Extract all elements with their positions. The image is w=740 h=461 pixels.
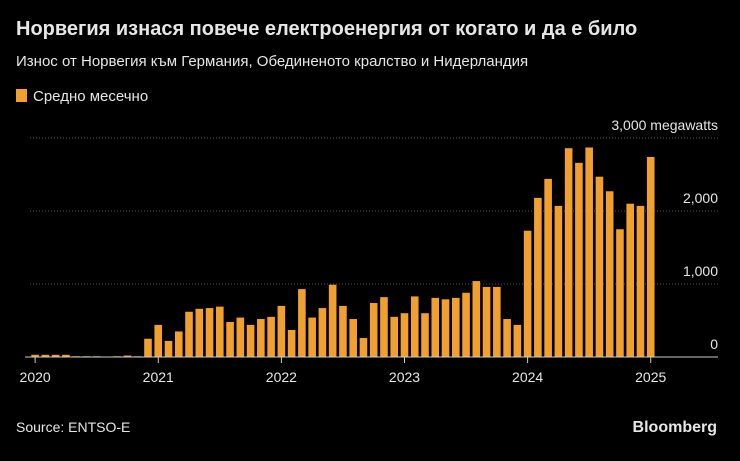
x-tick-label: 2020 [20, 369, 51, 385]
bar [267, 316, 275, 357]
bar [226, 321, 234, 357]
bar [451, 297, 460, 357]
bar [164, 340, 173, 357]
bar [216, 306, 224, 357]
bar [595, 176, 604, 357]
bar [605, 191, 614, 357]
bar [493, 286, 501, 357]
bar [564, 148, 573, 357]
legend-swatch [16, 89, 27, 102]
bar [616, 229, 624, 357]
bar [257, 319, 265, 357]
bar [554, 205, 563, 357]
bar [31, 354, 39, 357]
bar [349, 319, 357, 357]
bar [575, 162, 583, 357]
bar [195, 308, 204, 357]
bar [51, 354, 60, 357]
x-tick-label: 2021 [143, 369, 174, 385]
bar [421, 313, 429, 357]
bar [144, 338, 152, 357]
bar [205, 308, 214, 357]
bar [339, 305, 347, 357]
bar [503, 319, 511, 357]
y-tick-label: 3,000 megawatts [611, 117, 718, 133]
bar [380, 297, 388, 357]
bar [482, 286, 491, 357]
bar [308, 317, 316, 357]
bar [472, 281, 481, 357]
bar [174, 331, 183, 357]
bar [585, 147, 593, 357]
bar [400, 313, 409, 357]
chart-subtitle: Износ от Норвегия към Германия, Обединен… [16, 53, 528, 70]
bar [441, 299, 450, 357]
bar [513, 324, 522, 357]
y-tick-label: 2,000 [683, 190, 718, 206]
bar [123, 355, 132, 357]
bar [246, 324, 255, 357]
bar [626, 203, 635, 357]
bar [410, 296, 419, 357]
bar [185, 311, 193, 357]
x-tick-label: 2023 [389, 369, 420, 385]
brand: Bloomberg [633, 419, 717, 436]
x-tick-label: 2025 [635, 369, 666, 385]
bar [277, 305, 286, 357]
bar [298, 289, 306, 357]
chart-title: Норвегия изнася повече електроенергия от… [16, 18, 637, 40]
bar [328, 284, 337, 357]
bar [544, 178, 552, 357]
bar [154, 324, 163, 357]
bar [390, 316, 399, 357]
legend-label: Средно месечно [33, 88, 148, 105]
bar [236, 317, 245, 357]
bar [41, 354, 50, 357]
bar [287, 329, 296, 357]
source: Source: ENTSO-E [16, 419, 130, 435]
y-tick-label: 1,000 [683, 263, 718, 279]
bar [534, 197, 542, 357]
bar [62, 354, 70, 357]
bar [462, 292, 470, 357]
bar [646, 156, 655, 357]
bar [636, 205, 645, 357]
x-tick-label: 2024 [512, 369, 543, 385]
bar [318, 308, 327, 357]
bar [431, 297, 440, 357]
y-tick-label: 0 [710, 336, 718, 352]
x-tick-label: 2022 [266, 369, 297, 385]
bar [369, 302, 378, 357]
bar [359, 338, 368, 357]
bar [523, 230, 532, 357]
